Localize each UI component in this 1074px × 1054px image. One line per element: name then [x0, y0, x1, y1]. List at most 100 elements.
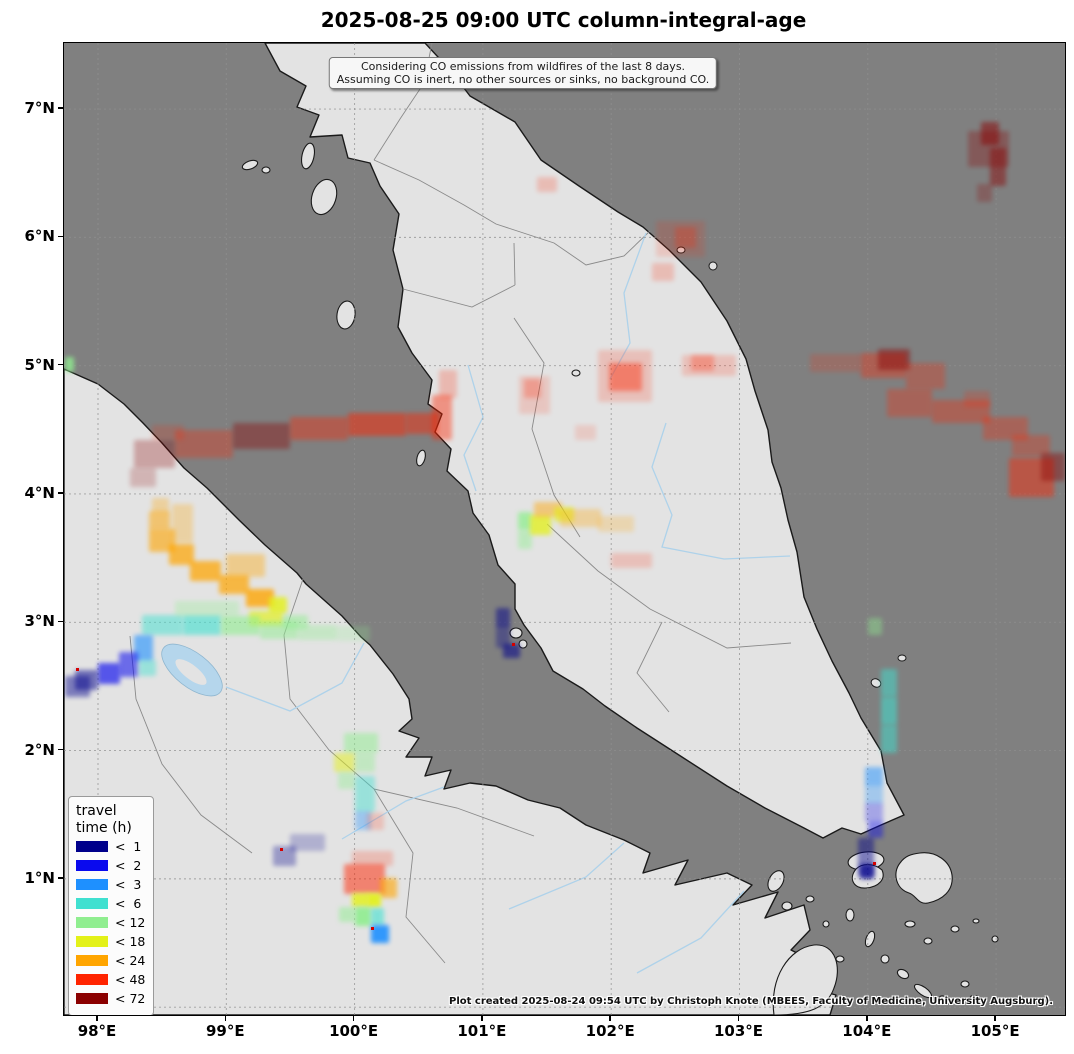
fire-source-marker [371, 927, 375, 931]
landmass-sumatra [64, 368, 837, 1015]
legend-label: < 3 [115, 877, 142, 892]
map-plot-area: Considering CO emissions from wildfires … [63, 42, 1066, 1016]
x-tick-label: 104°E [842, 1022, 892, 1040]
co-age-cell-lt18 [268, 596, 287, 614]
x-tick-mark [609, 1015, 611, 1021]
fire-source-marker [280, 847, 283, 851]
co-age-cell-lt48 [575, 424, 596, 441]
plot-title: 2025-08-25 09:00 UTC column-integral-age [320, 8, 807, 32]
legend-rows: < 1 < 2 < 3 < 6 < 12 < 18 < 24 < 48 < 72 [76, 837, 153, 1008]
y-tick-mark [58, 877, 63, 879]
legend-label: < 72 [115, 991, 146, 1006]
co-age-cell-lt12 [517, 529, 532, 550]
legend-swatch-lt1 [76, 841, 108, 852]
co-age-cell-lt1 [272, 845, 296, 866]
co-age-cell-lt24 [559, 509, 601, 528]
fire-source-marker [872, 862, 876, 865]
co-age-cell-lt3 [865, 785, 884, 805]
legend-title-line1: travel [76, 803, 117, 819]
co-age-cell-lt48 [690, 355, 714, 371]
annotation-line1: Considering CO emissions from wildfires … [360, 60, 686, 73]
co-age-cell-lt6 [880, 696, 898, 725]
co-age-cell-lt48 [906, 363, 945, 389]
co-age-cell-lt12 [339, 907, 355, 923]
co-age-cell-lt18 [334, 753, 355, 773]
co-age-cell-lt24 [190, 560, 222, 582]
legend-swatch-lt72 [76, 993, 108, 1004]
legend-label: < 12 [115, 915, 146, 930]
co-age-cell-lt48 [431, 395, 453, 441]
legend-entry-lt3: < 3 [76, 875, 153, 894]
y-tick-mark [58, 492, 63, 494]
admin-borders [129, 43, 792, 964]
landmass-peninsula [264, 43, 905, 839]
co-age-cell-lt48 [681, 355, 736, 376]
co-age-cell-lt24 [168, 544, 195, 565]
co-age-cell-lt48 [608, 363, 642, 392]
co-age-cell-lt18 [530, 514, 551, 535]
legend-label: < 18 [115, 934, 146, 949]
legend-title-line2: time (h) [76, 820, 132, 836]
co-age-cell-lt24 [598, 515, 635, 533]
basemap [64, 43, 1065, 1015]
x-tick-mark [96, 1015, 98, 1021]
co-age-cell-lt48 [536, 177, 558, 193]
co-age-cell-lt1 [74, 669, 98, 691]
co-age-cell-lt12 [517, 511, 532, 530]
legend-entry-lt72: < 72 [76, 989, 153, 1008]
legend-swatch-lt18 [76, 936, 108, 947]
legend-label: < 24 [115, 953, 146, 968]
co-age-cell-lt2 [867, 821, 884, 838]
co-age-cell-lt48 [675, 227, 696, 248]
co-age-cell-lt72 [1041, 452, 1065, 482]
co-age-cell-lt1 [290, 834, 325, 851]
co-age-cell-lt48 [175, 429, 233, 458]
x-tick-label: 99°E [205, 1022, 245, 1040]
co-age-cell-lt18 [352, 893, 369, 908]
y-tick-label: 7°N [24, 99, 56, 118]
y-tick-mark [58, 363, 63, 366]
co-age-cell-lt48 [344, 863, 386, 895]
x-tick-label: 101°E [457, 1022, 507, 1040]
co-age-cell-lt3 [371, 925, 390, 944]
legend-entry-lt18: < 18 [76, 932, 153, 951]
co-age-cell-lt12 [337, 772, 355, 790]
legend-entry-lt2: < 2 [76, 856, 153, 875]
legend-swatch-lt2 [76, 860, 108, 871]
co-age-cell-lt48 [983, 417, 1029, 441]
co-age-cell-lt24 [172, 504, 193, 543]
lake-toba [161, 643, 223, 697]
co-age-cell-lt3 [354, 810, 372, 831]
co-age-patch-layer [64, 43, 1065, 1015]
x-tick-label: 105°E [970, 1022, 1020, 1040]
x-tick-mark [866, 1015, 868, 1021]
x-tick-mark [481, 1015, 483, 1021]
co-age-cell-lt48 [652, 263, 675, 281]
legend-entry-lt24: < 24 [76, 951, 153, 970]
y-tick-label: 1°N [24, 868, 56, 887]
legend-swatch-lt6 [76, 898, 108, 909]
fire-source-marker [76, 668, 79, 672]
co-age-cell-lt12 [354, 753, 376, 773]
co-age-cell-lt48 [656, 220, 705, 257]
co-age-cell-lt48 [887, 388, 932, 417]
co-age-cell-lt48 [290, 417, 349, 441]
co-age-cell-lt48 [352, 850, 394, 866]
legend-label: < 48 [115, 972, 146, 987]
credit-text: Plot created 2025-08-24 09:54 UTC by Chr… [449, 996, 1053, 1007]
legend-label: < 1 [115, 839, 142, 854]
co-age-cell-lt18 [367, 893, 382, 908]
graticule [64, 43, 1065, 1015]
co-age-cell-lt1 [64, 676, 91, 697]
co-age-cell-lt12 [221, 615, 260, 636]
x-tick-label: 100°E [329, 1022, 379, 1040]
co-age-cell-lt24 [226, 554, 265, 578]
co-age-cell-lt48 [598, 350, 653, 402]
legend-swatch-lt3 [76, 879, 108, 890]
co-age-cell-lt6 [371, 908, 385, 927]
y-tick-mark [58, 748, 63, 751]
co-age-cell-lt72 [133, 440, 175, 469]
y-tick-label: 4°N [24, 484, 56, 502]
co-age-cell-lt12 [344, 732, 378, 754]
